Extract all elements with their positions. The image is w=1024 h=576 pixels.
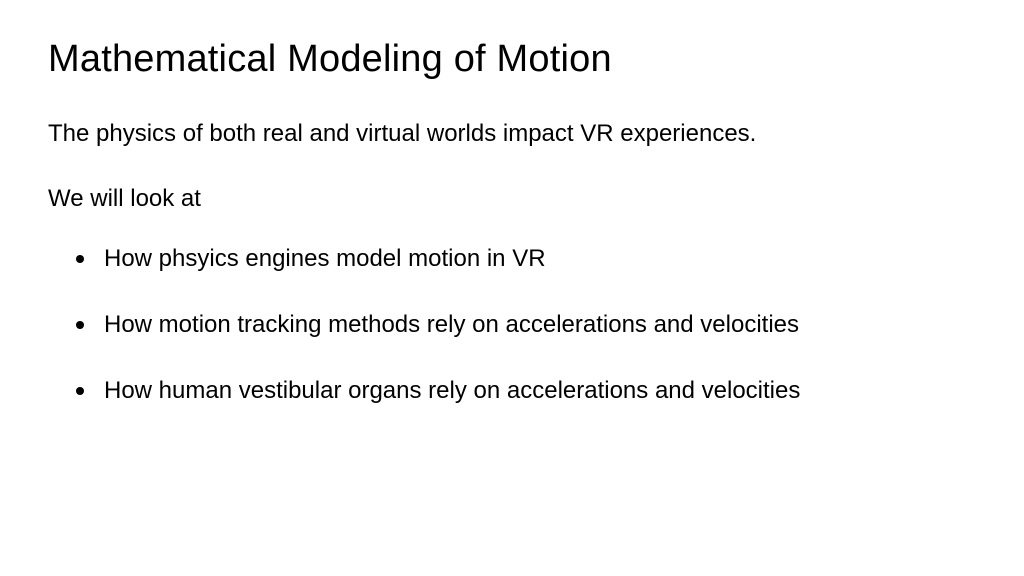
bullet-item: How motion tracking methods rely on acce… bbox=[76, 309, 976, 341]
slide-intro-text: The physics of both real and virtual wor… bbox=[48, 117, 976, 151]
bullet-list: How phsyics engines model motion in VR H… bbox=[48, 243, 976, 408]
slide-subhead-text: We will look at bbox=[48, 185, 976, 213]
bullet-item: How human vestibular organs rely on acce… bbox=[76, 375, 976, 407]
bullet-item: How phsyics engines model motion in VR bbox=[76, 243, 976, 275]
slide-title: Mathematical Modeling of Motion bbox=[48, 38, 976, 81]
